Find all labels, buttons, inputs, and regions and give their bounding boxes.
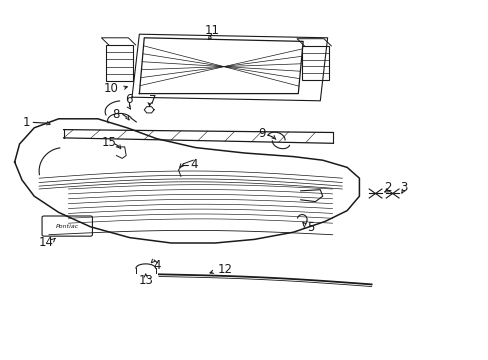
Text: 13: 13 — [138, 274, 153, 287]
Text: 2: 2 — [383, 181, 391, 194]
Text: 12: 12 — [217, 263, 232, 276]
Text: 8: 8 — [112, 108, 120, 121]
Text: 5: 5 — [306, 221, 314, 234]
Text: Pontiac: Pontiac — [56, 224, 79, 229]
Text: 6: 6 — [124, 93, 132, 105]
Text: 15: 15 — [102, 136, 116, 149]
Text: 9: 9 — [257, 127, 265, 140]
Text: 3: 3 — [399, 181, 407, 194]
Text: 4: 4 — [190, 158, 198, 171]
Text: 10: 10 — [104, 82, 119, 95]
Text: 11: 11 — [204, 24, 219, 37]
Text: 14: 14 — [39, 237, 54, 249]
Text: 4: 4 — [153, 259, 161, 272]
Text: 7: 7 — [149, 94, 157, 107]
Text: 1: 1 — [23, 116, 31, 129]
